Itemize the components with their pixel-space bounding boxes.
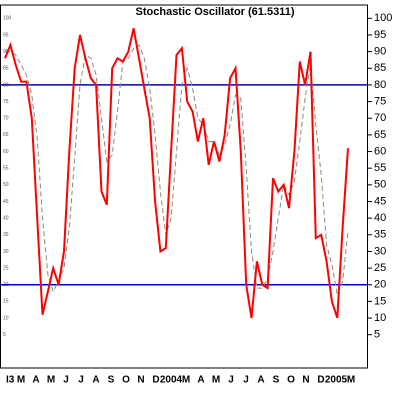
x-tick-label: M	[212, 375, 220, 386]
series-line	[4, 28, 349, 319]
y-tick-label: 30	[374, 245, 386, 257]
y-tick-label-left: 15	[3, 299, 9, 305]
y-tick-label: 60	[374, 145, 386, 157]
x-tick-label: 2005	[325, 375, 348, 386]
x-tick-label: A	[197, 375, 204, 386]
y-tick-label: 50	[374, 179, 386, 191]
x-tick-label: S	[273, 375, 280, 386]
y-tick-label: 65	[374, 129, 386, 141]
x-tick-label: J	[228, 375, 234, 386]
x-tick-label: J	[243, 375, 249, 386]
y-tick-label: 5	[374, 329, 380, 341]
y-tick-label: 25	[374, 262, 386, 274]
x-tick-label: M	[17, 375, 25, 386]
y-tick-label-left: 65	[3, 132, 9, 138]
y-tick-label: 15	[374, 295, 386, 307]
y-tick-label: 20	[374, 279, 386, 291]
y-tick-label: 45	[374, 195, 386, 207]
y-tick-label-left: 30	[3, 249, 9, 255]
y-tick-label-left: 55	[3, 166, 9, 172]
y-tick-label-left: 75	[3, 99, 9, 105]
x-tick-label: I3	[6, 375, 15, 386]
y-tick-label: 40	[374, 212, 386, 224]
x-tick-label: 2004	[160, 375, 183, 386]
y-tick-label-left: 100	[3, 16, 12, 22]
series-line	[5, 44, 349, 297]
y-tick-label-left: 5	[3, 332, 6, 338]
x-tick-label: A	[92, 375, 99, 386]
x-tick-label: D	[152, 375, 159, 386]
y-tick-label: 100	[374, 12, 392, 24]
y-tick-label: 10	[374, 312, 386, 324]
y-tick-label-left: 35	[3, 232, 9, 238]
x-tick-label: J	[78, 375, 84, 386]
y-tick-label: 35	[374, 229, 386, 241]
x-tick-label: M	[347, 375, 355, 386]
y-tick-label-left: 70	[3, 116, 9, 122]
y-tick-label: 75	[374, 95, 386, 107]
y-tick-label-left: 95	[3, 32, 9, 38]
y-tick-label-left: 45	[3, 199, 9, 205]
x-tick-label: A	[257, 375, 264, 386]
x-tick-label: O	[122, 375, 130, 386]
x-tick-label: M	[47, 375, 55, 386]
x-tick-label: S	[108, 375, 115, 386]
y-tick-label: 85	[374, 62, 386, 74]
x-tick-label: N	[302, 375, 309, 386]
y-tick-label: 55	[374, 162, 386, 174]
x-tick-label: A	[32, 375, 39, 386]
y-tick-label-left: 60	[3, 149, 9, 155]
y-tick-label: 90	[374, 46, 386, 58]
x-tick-label: M	[182, 375, 190, 386]
y-tick-label-left: 50	[3, 182, 9, 188]
y-tick-label-left: 40	[3, 215, 9, 221]
x-tick-label: J	[63, 375, 69, 386]
y-tick-label-left: 85	[3, 66, 9, 72]
y-tick-label: 70	[374, 112, 386, 124]
y-tick-label: 95	[374, 29, 386, 41]
chart-title: Stochastic Oscillator (61.5311)	[136, 6, 295, 18]
y-tick-label-left: 10	[3, 315, 9, 321]
x-tick-label: O	[287, 375, 295, 386]
y-tick-label-left: 25	[3, 265, 9, 271]
x-tick-label: N	[137, 375, 144, 386]
y-tick-label: 80	[374, 79, 386, 91]
x-tick-label: D	[317, 375, 324, 386]
